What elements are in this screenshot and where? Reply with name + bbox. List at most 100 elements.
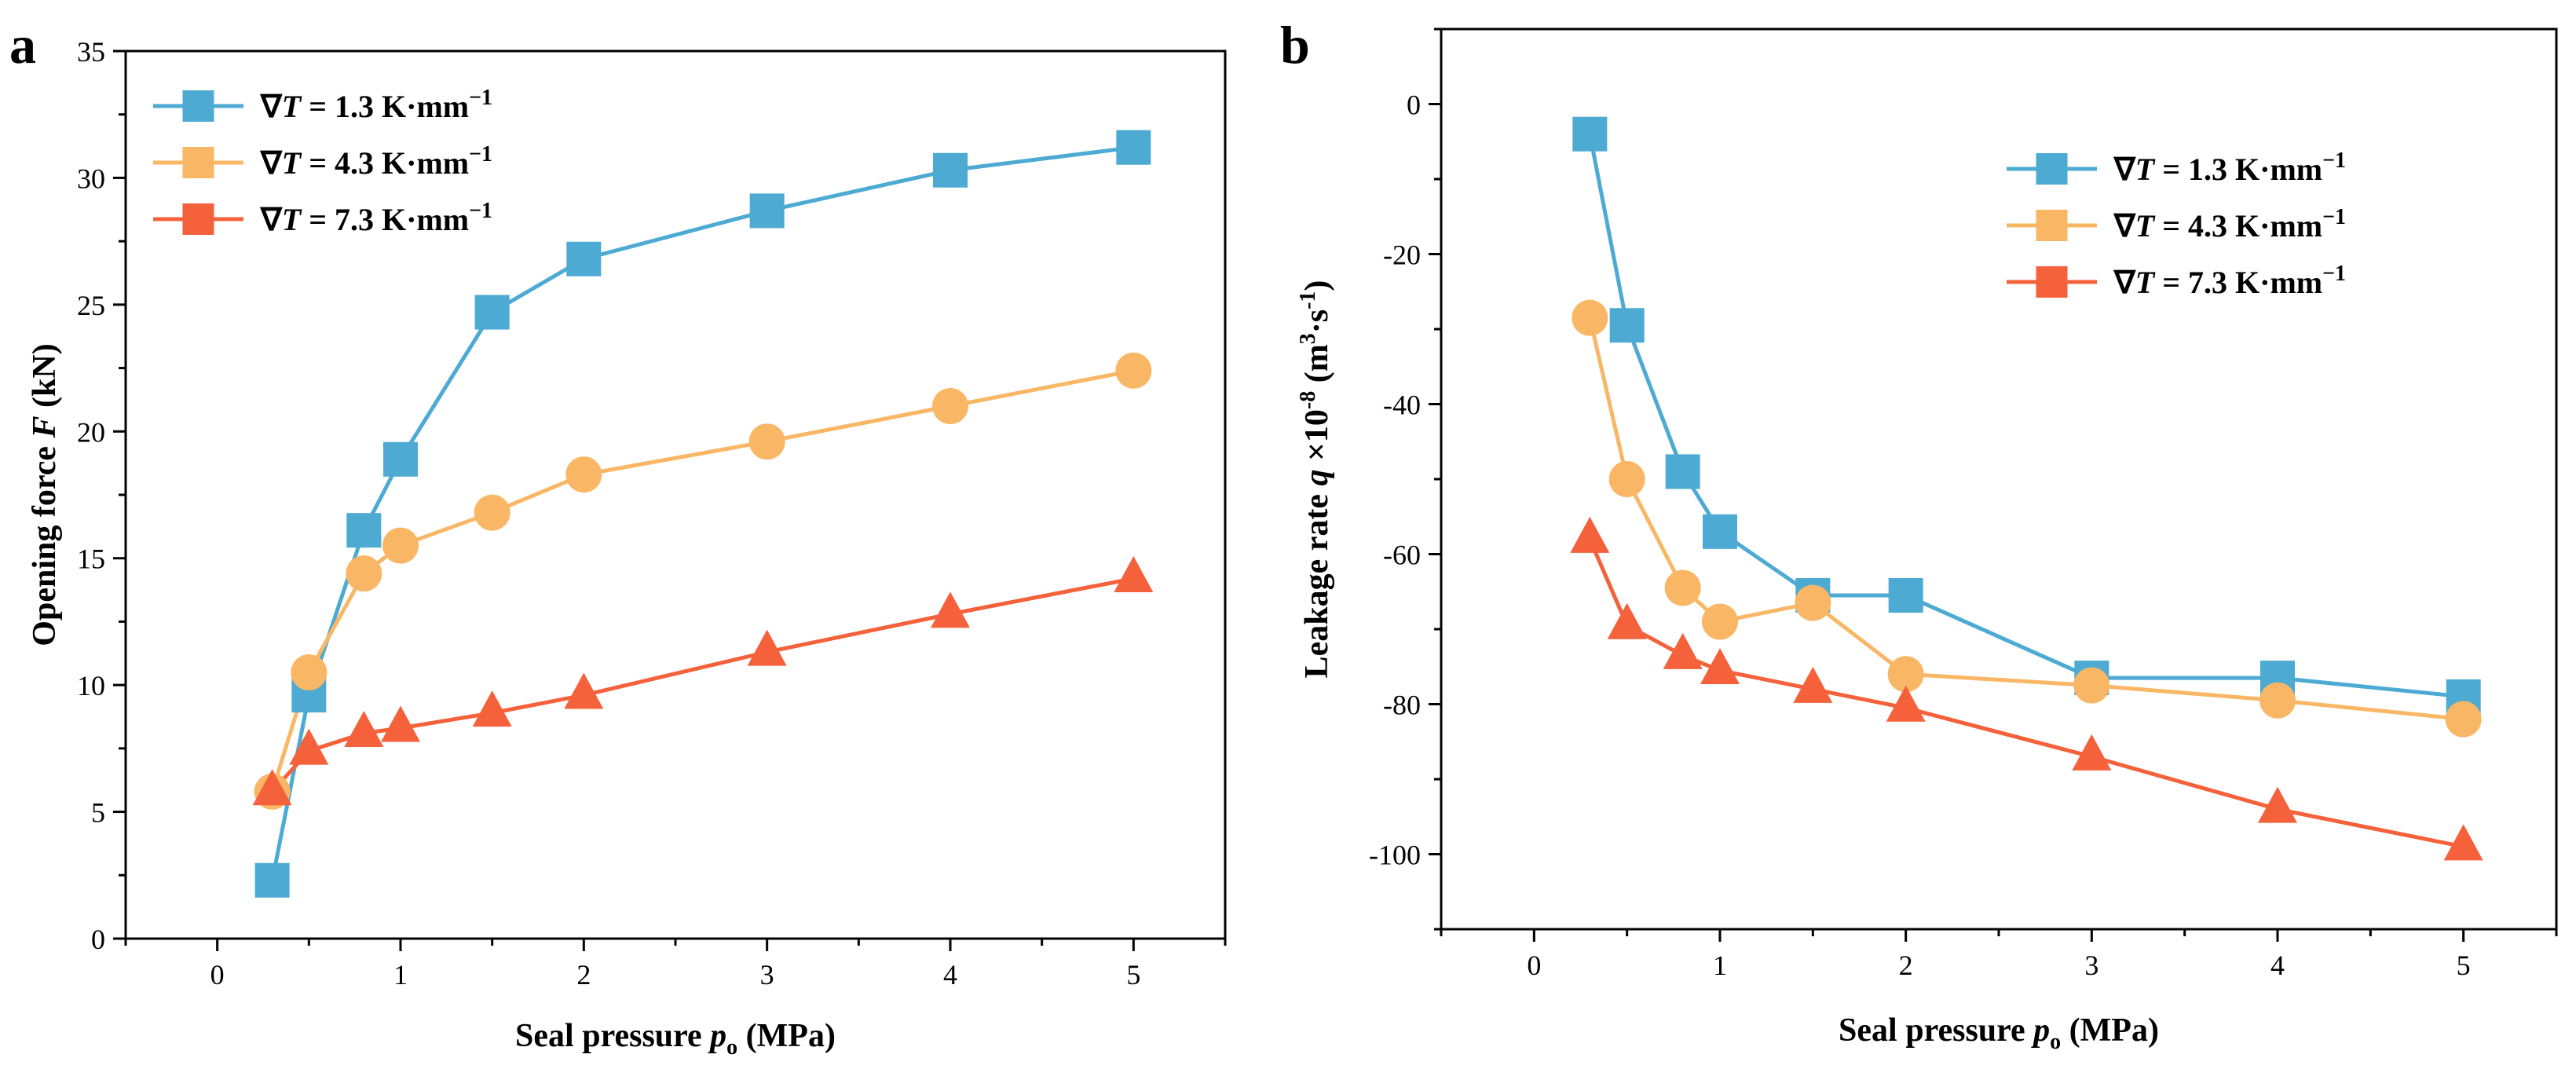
panel-b-label: b bbox=[1280, 15, 1310, 75]
series-line-3 bbox=[270, 577, 1134, 793]
data-point-s2-7 bbox=[748, 423, 785, 460]
x-tick-label: 2 bbox=[1899, 950, 1913, 981]
x-tick-label: 3 bbox=[760, 959, 774, 990]
x-tick-label: 4 bbox=[2270, 950, 2285, 981]
data-point-s3-6 bbox=[1886, 685, 1926, 722]
x-tick-label: 3 bbox=[2084, 950, 2098, 981]
y-tick-label: 5 bbox=[91, 797, 105, 829]
y-tick-label: 30 bbox=[77, 163, 105, 194]
data-point-s3-5 bbox=[1793, 666, 1833, 703]
data-point-s1-6 bbox=[1888, 578, 1923, 613]
data-point-s3-1 bbox=[252, 769, 292, 806]
data-point-s1-2 bbox=[1609, 308, 1645, 343]
data-point-s2-5 bbox=[474, 494, 510, 531]
x-tick-label: 5 bbox=[1126, 959, 1140, 990]
data-point-s2-4 bbox=[382, 527, 419, 564]
x-tick-label: 0 bbox=[1527, 950, 1541, 981]
data-point-s3-8 bbox=[2258, 786, 2297, 823]
data-point-s3-9 bbox=[2443, 824, 2483, 861]
data-point-s2-8 bbox=[2259, 682, 2296, 719]
y-tick-label: 10 bbox=[77, 670, 105, 701]
legend-label-2: ∇T = 4.3 K·mm−1 bbox=[259, 142, 492, 181]
legend-marker bbox=[182, 203, 214, 235]
data-point-s3-1 bbox=[1570, 516, 1610, 553]
y-tick-label: 0 bbox=[1407, 90, 1421, 121]
y-axis-label-b: Leakage rate q ×10-8 (m3·s-1) bbox=[1296, 280, 1335, 679]
x-axis-label-b: Seal pressure po (MPa) bbox=[1839, 1012, 2159, 1054]
y-tick-label: -20 bbox=[1383, 240, 1421, 271]
data-point-s1-4 bbox=[1703, 514, 1737, 549]
x-tick-label: 0 bbox=[210, 959, 225, 990]
data-point-s2-6 bbox=[565, 456, 602, 493]
data-point-s3-3 bbox=[1663, 632, 1703, 669]
x-axis-label-a: Seal pressure po (MPa) bbox=[515, 1018, 836, 1060]
x-tick-label: 1 bbox=[393, 959, 408, 990]
data-point-s2-3 bbox=[346, 555, 382, 592]
legend-label-3: ∇T = 7.3 K·mm−1 bbox=[259, 199, 492, 237]
y-axis-label-a: Opening force F (kN) bbox=[27, 343, 63, 646]
data-point-s2-2 bbox=[291, 654, 327, 690]
data-point-s1-1 bbox=[1572, 116, 1608, 152]
data-point-s1-3 bbox=[346, 513, 382, 548]
legend-marker bbox=[2036, 266, 2068, 298]
plot-frame-b bbox=[1440, 27, 2558, 931]
data-point-s2-6 bbox=[1887, 656, 1924, 693]
data-point-s1-5 bbox=[474, 295, 510, 330]
y-tick-label: -100 bbox=[1369, 840, 1421, 871]
data-point-s2-8 bbox=[932, 388, 968, 424]
x-tick-label: 4 bbox=[943, 959, 957, 990]
y-tick-label: 15 bbox=[77, 544, 105, 575]
x-tick-label: 5 bbox=[2457, 950, 2471, 981]
data-point-s3-7 bbox=[747, 629, 787, 666]
data-point-s3-8 bbox=[931, 591, 970, 628]
data-point-s3-5 bbox=[472, 690, 512, 727]
x-tick-label: 1 bbox=[1713, 950, 1727, 981]
series-group-a bbox=[252, 130, 1154, 898]
series-line-3 bbox=[1588, 538, 2464, 849]
data-point-s2-3 bbox=[1664, 569, 1701, 606]
data-point-s1-1 bbox=[254, 862, 290, 898]
panel-a-label: a bbox=[9, 15, 36, 75]
data-point-s1-6 bbox=[566, 241, 602, 276]
legend-marker bbox=[2036, 210, 2068, 241]
legend-label-1: ∇T = 1.3 K·mm−1 bbox=[2113, 148, 2346, 187]
legend-label-1: ∇T = 1.3 K·mm−1 bbox=[259, 86, 492, 124]
data-point-s3-4 bbox=[381, 705, 420, 742]
series-line-1 bbox=[270, 145, 1134, 881]
y-tick-label: -60 bbox=[1383, 540, 1421, 571]
data-point-s1-9 bbox=[1116, 130, 1151, 165]
legend-marker bbox=[2036, 153, 2068, 185]
y-tick-label: -40 bbox=[1383, 390, 1421, 421]
data-point-s3-2 bbox=[1607, 602, 1647, 639]
legend-marker bbox=[182, 90, 214, 122]
data-point-s3-9 bbox=[1114, 556, 1154, 593]
legend-a: ∇T = 1.3 K·mm−1 ∇T = 4.3 K·mm−1 ∇T = 7.3 K… bbox=[153, 86, 492, 237]
data-point-s3-6 bbox=[564, 672, 604, 709]
legend-marker bbox=[182, 147, 214, 178]
data-point-s2-2 bbox=[1608, 461, 1645, 497]
data-point-s2-9 bbox=[2445, 701, 2482, 738]
data-point-s2-5 bbox=[1795, 584, 1831, 621]
data-point-s2-7 bbox=[2073, 667, 2110, 704]
y-tick-label: 35 bbox=[77, 36, 105, 68]
data-point-s3-4 bbox=[1700, 648, 1740, 685]
y-tick-label: 25 bbox=[77, 290, 105, 321]
data-point-s3-2 bbox=[289, 728, 329, 765]
x-tick-label: 2 bbox=[576, 959, 591, 990]
panel-b: b 0 1 2 3 4 5 0 -20 -40 -60 -80 -100 ∇T = 1.3 K·mm−… bbox=[1280, 15, 2558, 1054]
data-point-s2-1 bbox=[1572, 299, 1608, 336]
y-tick-label: 0 bbox=[91, 924, 105, 955]
axis-ticks-a: 0 1 2 3 4 5 0 5 10 15 20 25 30 35 bbox=[77, 36, 1227, 990]
data-point-s3-7 bbox=[2072, 734, 2112, 771]
data-point-s1-8 bbox=[933, 152, 968, 188]
series-group-b bbox=[1570, 116, 2483, 861]
data-point-s1-3 bbox=[1665, 454, 1700, 489]
legend-b: ∇T = 1.3 K·mm−1 ∇T = 4.3 K·mm−1 ∇T = 7.3 K… bbox=[2007, 148, 2346, 300]
data-point-s2-4 bbox=[1702, 603, 1738, 640]
data-point-s1-7 bbox=[749, 193, 785, 229]
y-tick-label: -80 bbox=[1383, 690, 1421, 721]
legend-label-3: ∇T = 7.3 K·mm−1 bbox=[2113, 262, 2346, 300]
legend-label-2: ∇T = 4.3 K·mm−1 bbox=[2113, 205, 2346, 243]
